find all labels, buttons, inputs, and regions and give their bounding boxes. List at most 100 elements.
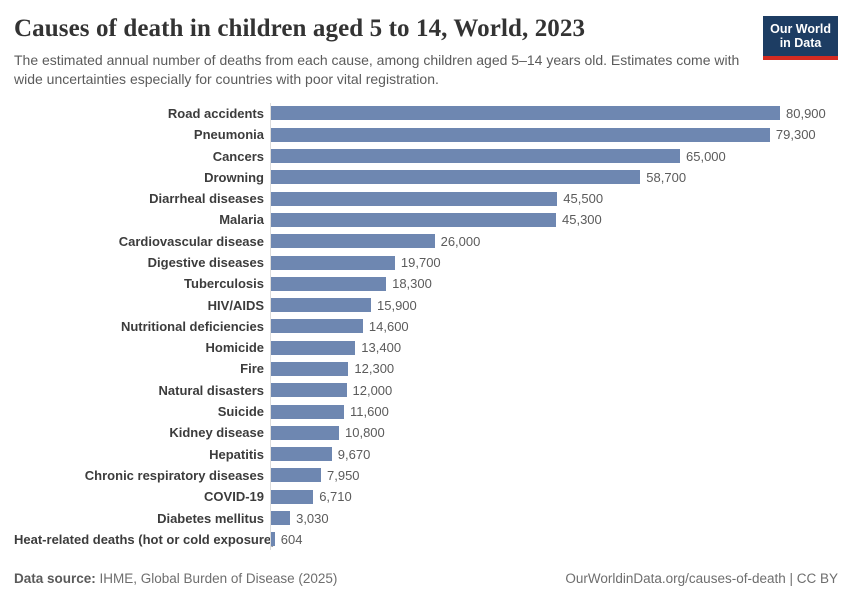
bar-value: 19,700: [400, 255, 441, 270]
bar[interactable]: [271, 425, 339, 440]
bar-value: 18,300: [392, 276, 432, 292]
bar-track: 13,400: [270, 337, 840, 359]
data-source-label: Data source:: [14, 571, 96, 586]
bar-value: 26,000: [440, 233, 481, 249]
bar-row: Homicide 13,400: [14, 337, 840, 359]
bar-row: Pneumonia 79,300: [14, 124, 840, 146]
bar-value: 65,000: [686, 148, 726, 164]
bar[interactable]: [271, 276, 387, 291]
bar-label: Diabetes mellitus: [157, 510, 264, 526]
bar-track: 45,300: [270, 209, 840, 231]
bar-label: Digestive diseases: [147, 255, 264, 270]
bar-track: 26,000: [270, 230, 840, 252]
bar-track: 79,300: [270, 124, 840, 146]
bar-track: 15,900: [270, 294, 840, 316]
bar-row: Cardiovascular disease 26,000: [14, 230, 840, 252]
bar-value: 80,900: [786, 105, 826, 121]
bar[interactable]: [271, 383, 347, 398]
bar[interactable]: [271, 447, 332, 462]
data-source: Data source: IHME, Global Burden of Dise…: [14, 571, 337, 586]
title-block: Causes of death in children aged 5 to 14…: [14, 14, 763, 89]
bar-value: 10,800: [345, 425, 385, 441]
bar-track: 80,900: [270, 102, 840, 125]
bar[interactable]: [271, 191, 558, 206]
bar-label: Diarrheal diseases: [149, 191, 264, 207]
bar-value: 9,670: [337, 446, 371, 462]
bar-value: 15,900: [377, 297, 417, 313]
bar-value: 11,600: [350, 404, 389, 420]
bar-label: COVID-19: [204, 489, 264, 505]
bar-label: Hepatitis: [209, 446, 264, 462]
bar[interactable]: [271, 319, 363, 334]
bar-label: Heat-related deaths (hot or cold exposur…: [14, 531, 276, 547]
bar-row: Chronic respiratory diseases 7,950: [14, 464, 840, 487]
bar-row: Diarrheal diseases 45,500: [14, 187, 840, 210]
bar[interactable]: [271, 532, 275, 547]
bar-value: 13,400: [361, 340, 402, 356]
bar-value: 3,030: [296, 510, 329, 526]
bar-value: 7,950: [327, 467, 360, 483]
bar-row: Suicide 11,600: [14, 400, 840, 423]
bar[interactable]: [271, 212, 556, 227]
bar-row: Heat-related deaths (hot or cold exposur…: [14, 528, 840, 551]
bar[interactable]: [271, 489, 314, 504]
bar-label: Cancers: [212, 148, 264, 164]
bar[interactable]: [271, 234, 435, 249]
bar[interactable]: [271, 298, 371, 313]
data-source-text: IHME, Global Burden of Disease (2025): [95, 571, 338, 586]
chart-subtitle: The estimated annual number of deaths fr…: [14, 52, 740, 87]
owid-logo-line2: in Data: [779, 36, 822, 51]
bar-track: 65,000: [270, 145, 840, 167]
bar-label: Kidney disease: [169, 425, 264, 441]
bar-row: COVID-19 6,710: [14, 486, 840, 508]
bar-row: Kidney disease 10,800: [14, 422, 840, 444]
chart-header: Causes of death in children aged 5 to 14…: [14, 14, 840, 89]
bar-label: Natural disasters: [158, 382, 265, 398]
bar-value: 45,300: [562, 212, 602, 228]
page-title: Causes of death in children aged 5 to 14…: [14, 15, 586, 42]
bar-track: 58,700: [270, 166, 840, 188]
bar-row: Fire 12,300: [14, 358, 840, 380]
bar[interactable]: [271, 340, 356, 355]
bar[interactable]: [271, 170, 641, 185]
bar-row: Cancers 65,000: [14, 145, 840, 167]
bar-label: Homicide: [205, 340, 264, 356]
bar-value: 604: [280, 531, 303, 547]
bar-track: 6,710: [270, 486, 840, 508]
bar-row: Drowning 58,700: [14, 166, 840, 188]
bar-label: Fire: [240, 361, 264, 377]
bar-value: 6,710: [319, 489, 352, 505]
bar-label: Pneumonia: [193, 127, 264, 143]
bar[interactable]: [271, 127, 770, 142]
bar-value: 79,300: [775, 127, 816, 143]
bar-track: 14,600: [270, 315, 840, 338]
owid-logo[interactable]: Our World in Data: [763, 16, 838, 60]
owid-citation-link[interactable]: OurWorldinData.org/causes-of-death | CC …: [565, 571, 838, 586]
bar[interactable]: [271, 361, 349, 376]
bar[interactable]: [271, 404, 344, 419]
bar-value: 58,700: [646, 169, 687, 185]
bar-track: 18,300: [270, 273, 840, 295]
bar-track: 10,800: [270, 422, 840, 444]
bar-chart: Road accidents 80,900 Pneumonia 79,300 Cance…: [14, 102, 840, 551]
bar-label: Cardiovascular disease: [118, 233, 264, 249]
bar-label: Nutritional deficiencies: [120, 318, 264, 334]
bar-track: 3,030: [270, 507, 840, 529]
bar[interactable]: [271, 255, 395, 270]
bar-label: HIV/AIDS: [207, 297, 264, 313]
bar[interactable]: [271, 149, 680, 164]
bar[interactable]: [271, 468, 321, 483]
bar-value: 12,000: [352, 382, 393, 398]
bar-row: Malaria 45,300: [14, 209, 840, 231]
bar-track: 19,700: [270, 251, 840, 274]
bar-track: 45,500: [270, 187, 840, 210]
bar-row: Hepatitis 9,670: [14, 443, 840, 465]
bar-track: 7,950: [270, 464, 840, 487]
bar-label: Malaria: [219, 212, 264, 228]
bar[interactable]: [271, 106, 780, 121]
bar-value: 14,600: [368, 318, 409, 334]
bar-row: HIV/AIDS 15,900: [14, 294, 840, 316]
bar-track: 12,000: [270, 379, 840, 401]
bar-row: Digestive diseases 19,700: [14, 251, 840, 274]
bar[interactable]: [271, 511, 291, 526]
